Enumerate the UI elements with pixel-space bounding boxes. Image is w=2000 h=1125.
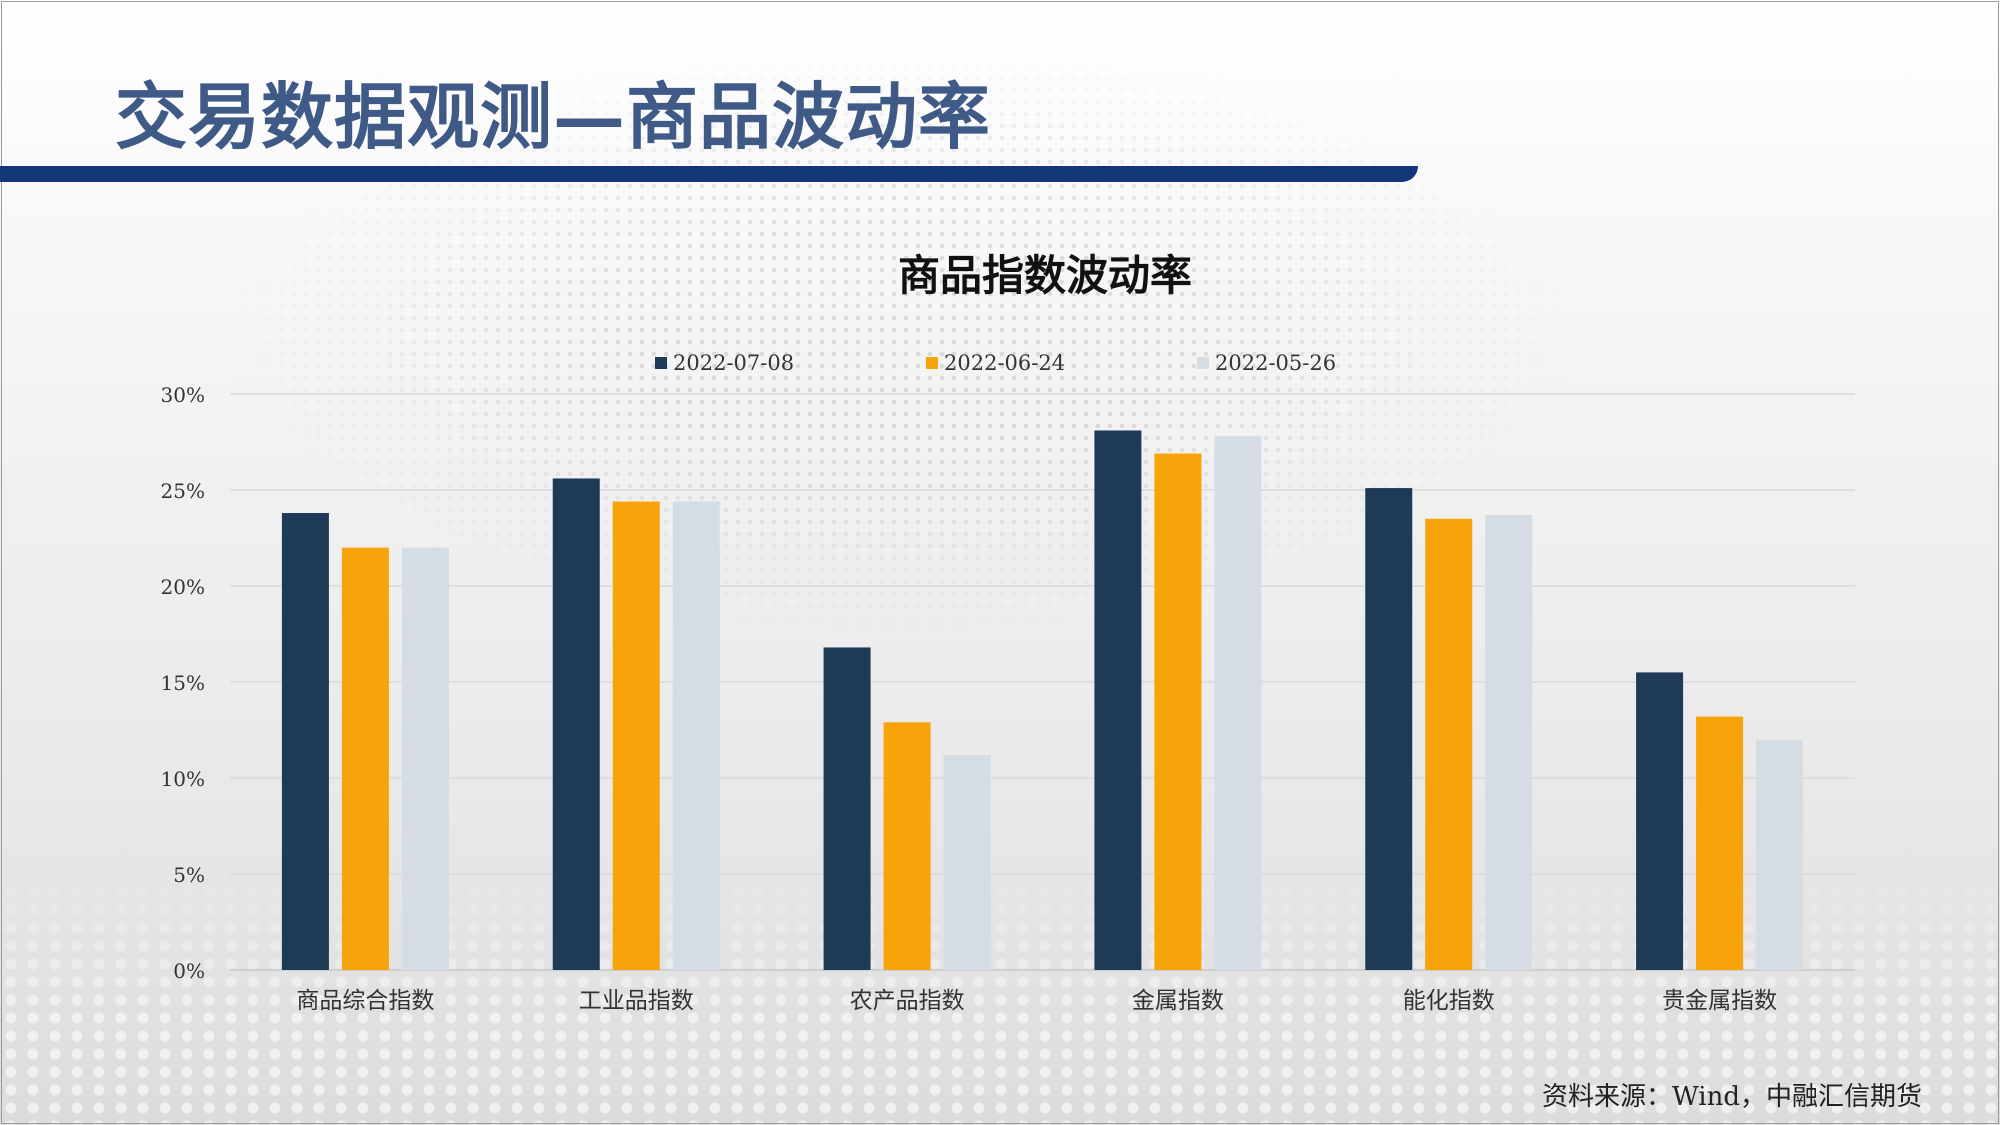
bar	[883, 722, 931, 970]
legend-swatch	[926, 357, 938, 369]
y-tick-label: 20%	[161, 575, 205, 599]
y-tick-label: 0%	[173, 959, 205, 983]
bar	[341, 547, 389, 970]
bar	[823, 647, 871, 970]
y-tick-label: 25%	[161, 479, 205, 503]
y-tick-label: 15%	[161, 671, 205, 695]
bar	[1365, 488, 1413, 970]
legend-label: 2022-07-08	[673, 351, 794, 375]
source-note: 资料来源：Wind，中融汇信期货	[1542, 1082, 1922, 1112]
y-tick-label: 30%	[161, 383, 205, 407]
legend-label: 2022-05-26	[1215, 351, 1336, 375]
bar	[281, 513, 329, 970]
chart-title: 商品指数波动率	[898, 251, 1192, 300]
x-tick-label: 金属指数	[1132, 988, 1224, 1014]
x-tick-label: 商品综合指数	[296, 988, 434, 1014]
bar	[672, 501, 720, 970]
title-underline-bar	[0, 166, 1418, 182]
x-tick-label: 农产品指数	[850, 988, 965, 1014]
gridlines	[230, 393, 1855, 971]
x-tick-label: 能化指数	[1403, 988, 1495, 1014]
x-axis: 商品综合指数 工业品指数 农产品指数 金属指数 能化指数 贵金属指数	[296, 988, 1777, 1014]
bar	[943, 754, 991, 970]
x-tick-label: 贵金属指数	[1662, 988, 1777, 1014]
bar	[1214, 436, 1262, 970]
bars	[281, 430, 1804, 971]
y-tick-label: 5%	[173, 863, 205, 887]
y-tick-label: 10%	[161, 767, 205, 791]
legend-swatch	[655, 357, 667, 369]
bar	[1094, 430, 1142, 971]
bar	[1756, 739, 1804, 970]
legend-swatch	[1197, 357, 1209, 369]
bar	[552, 478, 600, 970]
bar	[612, 501, 660, 970]
bar	[1154, 453, 1202, 970]
bar	[1485, 514, 1533, 970]
y-axis: 0% 5% 10% 15% 20% 25% 30%	[161, 383, 205, 983]
bar	[401, 547, 449, 970]
legend: 2022-07-08 2022-06-24 2022-05-26	[655, 351, 1336, 375]
bar	[1696, 716, 1744, 970]
bar	[1425, 518, 1473, 970]
x-tick-label: 工业品指数	[579, 988, 694, 1014]
bar	[1636, 672, 1684, 970]
page-title: 交易数据观测—商品波动率	[115, 74, 992, 159]
legend-label: 2022-06-24	[944, 351, 1065, 375]
